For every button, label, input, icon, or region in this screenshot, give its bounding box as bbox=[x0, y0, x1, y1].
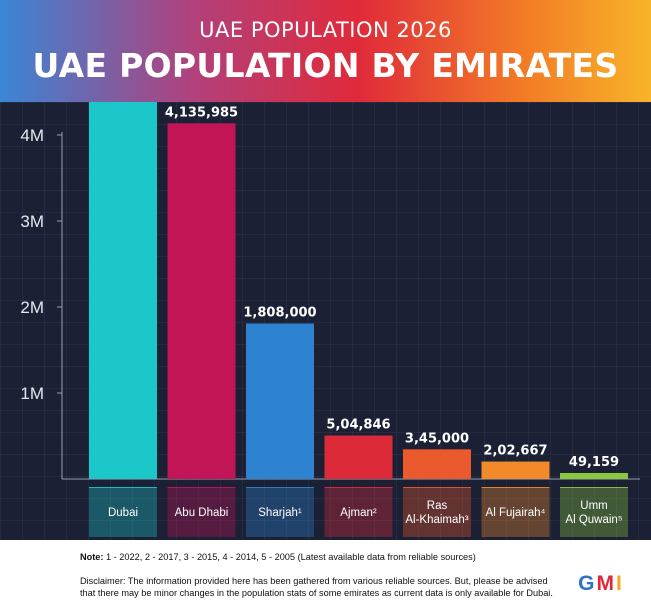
bar-value-label: 2,02,667 bbox=[483, 444, 547, 459]
category-cell bbox=[403, 487, 471, 537]
category-cell-edge bbox=[167, 487, 236, 488]
note-text: Note: 1 - 2022, 2 - 2017, 3 - 2015, 4 - … bbox=[80, 552, 560, 562]
category-label: Al-Khaimah³ bbox=[405, 514, 468, 526]
y-tick-label: 2M bbox=[20, 298, 44, 317]
y-tick-label: 4M bbox=[20, 126, 44, 145]
footer: Note: 1 - 2022, 2 - 2017, 3 - 2015, 4 - … bbox=[0, 540, 651, 610]
note-body: 1 - 2022, 2 - 2017, 3 - 2015, 4 - 2014, … bbox=[103, 552, 476, 562]
note-label: Note: bbox=[80, 552, 104, 562]
category-label: Al Fujairah⁴ bbox=[486, 507, 546, 519]
header-banner: UAE POPULATION 2026 UAE POPULATION BY EM… bbox=[0, 0, 651, 102]
bar bbox=[324, 435, 393, 479]
category-cell-edge bbox=[481, 487, 550, 488]
category-cell-edge bbox=[246, 487, 314, 488]
bar bbox=[403, 449, 471, 479]
bar bbox=[560, 473, 628, 479]
category-label: Sharjah¹ bbox=[258, 507, 302, 519]
chart-subtitle: UAE POPULATION 2026 bbox=[199, 18, 452, 42]
disclaimer-text: Disclaimer: The information provided her… bbox=[80, 576, 553, 598]
logo-letter-g: G bbox=[578, 572, 595, 595]
category-cell-edge bbox=[89, 487, 157, 488]
category-cell-edge bbox=[560, 487, 628, 488]
category-cell-edge bbox=[403, 487, 471, 488]
category-label: Ajman² bbox=[340, 507, 377, 519]
bar-value-label: 4,135,985 bbox=[165, 105, 238, 120]
y-tick-label: 3M bbox=[20, 212, 44, 231]
category-label: Abu Dhabi bbox=[175, 507, 229, 519]
category-label: Al Quwain⁵ bbox=[565, 514, 622, 526]
chart-title: UAE POPULATION BY EMIRATES bbox=[32, 46, 619, 85]
category-label: Ras bbox=[427, 500, 448, 512]
bar-value-label: 5,04,846 bbox=[326, 418, 390, 433]
category-cell-edge bbox=[324, 487, 393, 488]
bar bbox=[481, 461, 550, 479]
category-cell bbox=[89, 487, 157, 537]
bar bbox=[167, 123, 236, 479]
bar bbox=[89, 102, 157, 479]
bar bbox=[246, 323, 314, 479]
category-cell bbox=[167, 487, 236, 537]
y-tick-label: 1M bbox=[20, 384, 44, 403]
category-label: Dubai bbox=[108, 507, 138, 519]
logo-letter-m: M bbox=[596, 572, 615, 595]
bar-value-label: 1,808,000 bbox=[243, 306, 316, 321]
category-cell bbox=[324, 487, 393, 537]
category-cell bbox=[246, 487, 314, 537]
category-cell bbox=[481, 487, 550, 537]
logo-letter-i: I bbox=[616, 572, 622, 595]
gmi-logo: G M I bbox=[568, 571, 632, 597]
category-label: Umm bbox=[580, 500, 607, 512]
bar-value-label: 3,45,000 bbox=[405, 431, 469, 446]
bar-value-label: 49,159 bbox=[569, 455, 619, 470]
category-cell bbox=[560, 487, 628, 537]
